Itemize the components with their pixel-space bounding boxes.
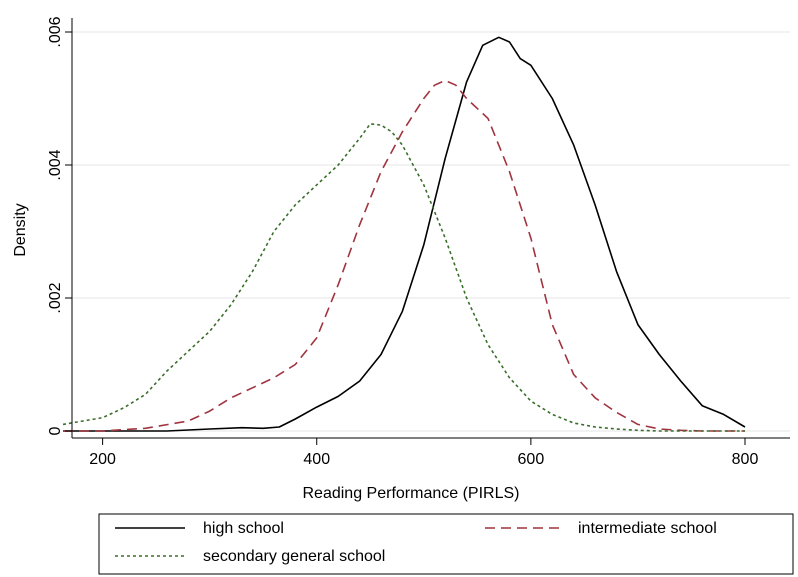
x-tick-label: 800 xyxy=(732,451,759,468)
axes xyxy=(71,18,790,439)
y-tick-label: .002 xyxy=(47,282,64,313)
y-tick-label: 0 xyxy=(47,426,64,435)
y-ticks: 0 .002 .004 .006 xyxy=(47,16,72,435)
x-axis-title: Reading Performance (PIRLS) xyxy=(303,485,520,502)
x-tick-label: 200 xyxy=(89,451,116,468)
legend-label-1: intermediate school xyxy=(578,520,717,537)
legend: high school intermediate school secondary … xyxy=(98,513,794,575)
legend-label-0: high school xyxy=(203,520,284,537)
legend-label-2: secondary general school xyxy=(203,548,385,565)
legend-box xyxy=(98,513,794,575)
series-line-2 xyxy=(62,123,745,432)
grid-lines xyxy=(72,31,790,432)
x-tick-label: 600 xyxy=(518,451,545,468)
y-axis-title: Density xyxy=(12,203,29,256)
y-tick-label: .006 xyxy=(47,16,64,47)
x-tick-label: 400 xyxy=(303,451,330,468)
series-lines xyxy=(62,36,746,432)
y-tick-label: .004 xyxy=(47,149,64,180)
x-ticks: 200 400 600 800 xyxy=(89,438,758,468)
series-line-1 xyxy=(63,79,745,432)
series-line-0 xyxy=(63,36,746,432)
